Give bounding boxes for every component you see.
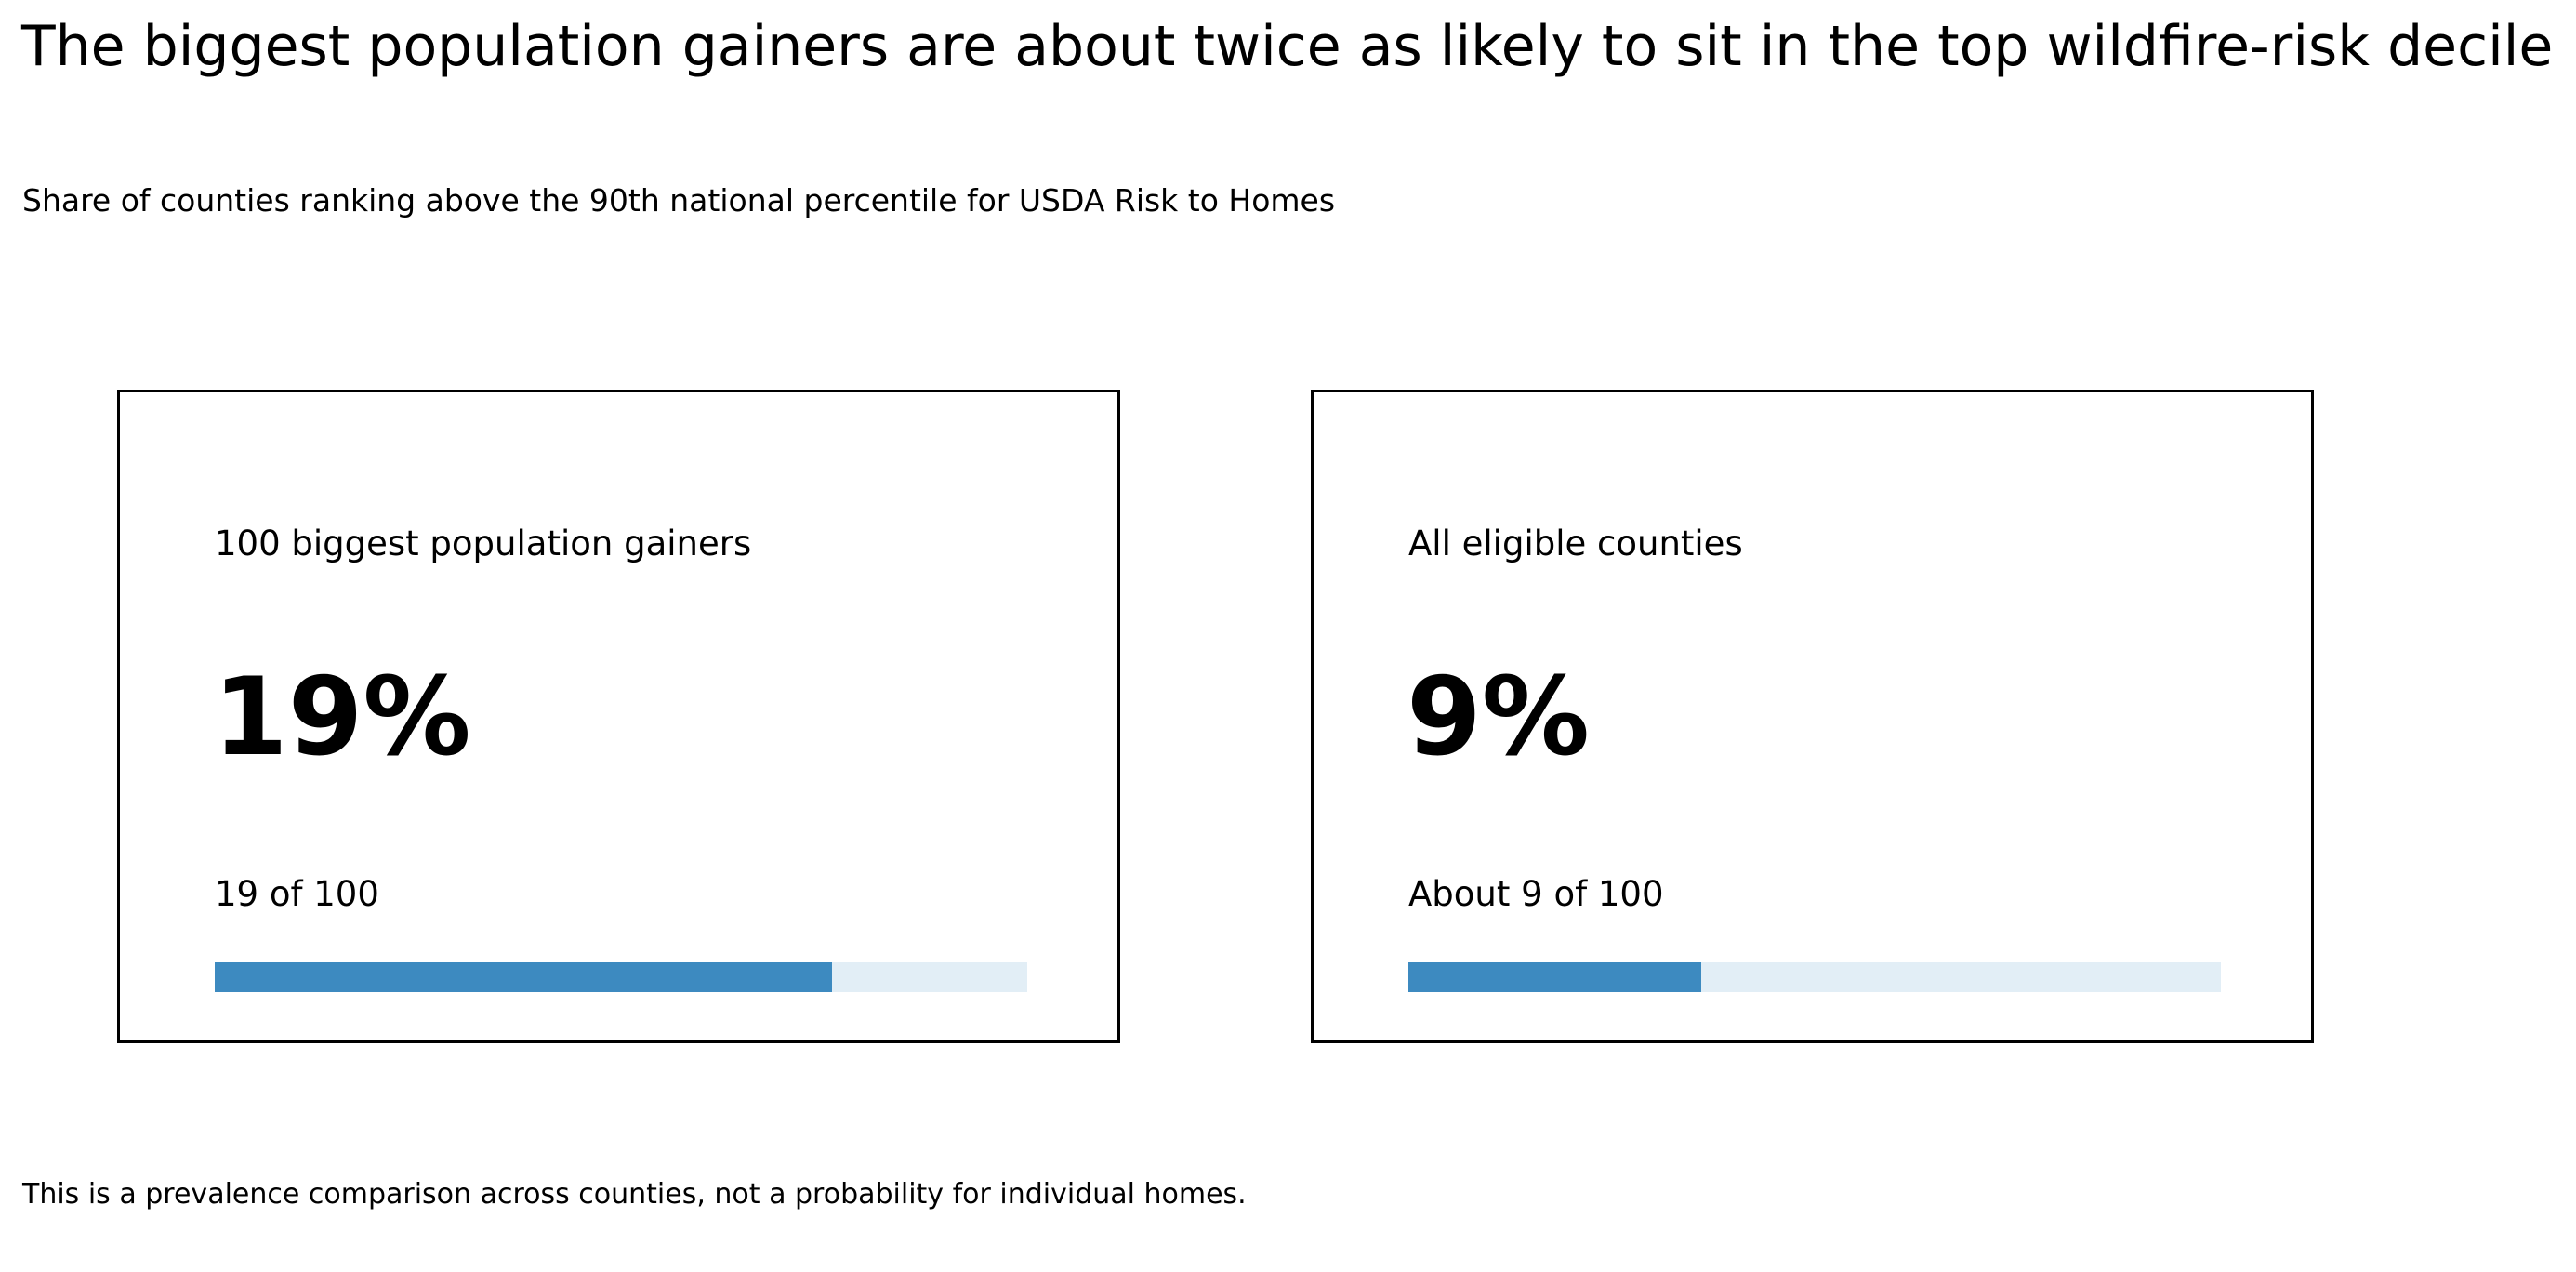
stat-card-all-counties: All eligible counties 9% About 9 of 100 (1311, 390, 2314, 1043)
card-label: 100 biggest population gainers (215, 523, 752, 563)
chart-title: The biggest population gainers are about… (21, 14, 2554, 79)
card-value: 19% (213, 655, 471, 780)
bar-fill (215, 962, 833, 992)
bar-track (1408, 962, 2221, 992)
footnote: This is a prevalence comparison across c… (22, 1178, 1247, 1211)
stat-card-population-gainers: 100 biggest population gainers 19% 19 of… (117, 390, 1120, 1043)
card-value: 9% (1407, 655, 1590, 780)
card-count: About 9 of 100 (1408, 874, 1664, 914)
card-label: All eligible counties (1408, 523, 1743, 563)
chart-subtitle: Share of counties ranking above the 90th… (22, 182, 1336, 219)
card-count: 19 of 100 (215, 874, 379, 914)
bar-fill (1408, 962, 1701, 992)
bar-track (215, 962, 1027, 992)
